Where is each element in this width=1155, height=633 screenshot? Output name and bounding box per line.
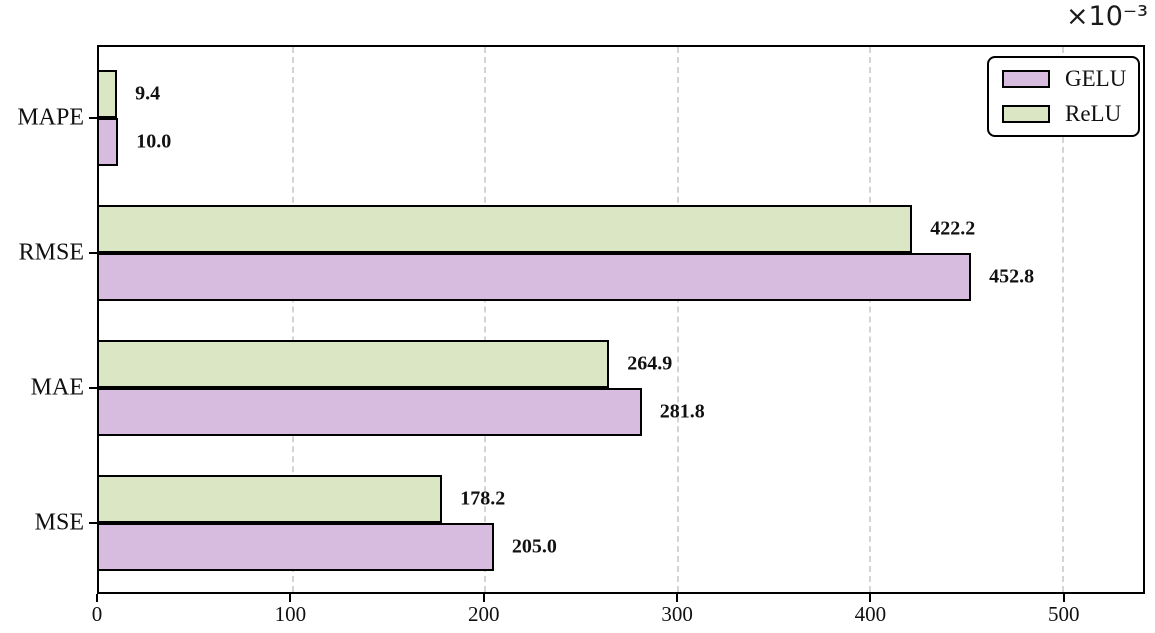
xtick-mark-100 (289, 594, 292, 602)
ytick-label-mse: MSE (34, 509, 84, 536)
bar-relu-rmse (99, 205, 913, 253)
gridline-x-400 (869, 47, 872, 592)
value-label-gelu-mape: 10.0 (136, 130, 172, 153)
value-label-relu-mape: 9.4 (135, 82, 161, 105)
legend-label-gelu: GELU (1065, 66, 1127, 91)
bar-relu-mape (99, 70, 118, 118)
bar-gelu-mape (99, 118, 119, 166)
gridline-x-500 (1062, 47, 1065, 592)
xtick-label-0: 0 (91, 602, 103, 626)
value-label-relu-rmse: 422.2 (930, 217, 976, 240)
gridline-x-200 (484, 47, 487, 592)
value-label-gelu-mse: 205.0 (511, 535, 557, 558)
xtick-label-400: 400 (854, 602, 887, 626)
ytick-label-rmse: RMSE (18, 239, 84, 266)
xtick-label-500: 500 (1048, 602, 1080, 626)
xtick-mark-0 (96, 594, 98, 602)
xtick-label-200: 200 (467, 602, 500, 626)
ytick-label-mape: MAPE (17, 104, 84, 131)
xtick-label-100: 100 (274, 602, 307, 626)
value-label-gelu-rmse: 452.8 (989, 265, 1035, 288)
ytick-mark-mape (89, 117, 98, 119)
plot-area: 9.4 10.0 422.2 452.8 264.9 281.8 178.2 205.0 GE… (97, 45, 1145, 594)
bar-relu-mae (99, 340, 610, 388)
bar-gelu-mae (99, 388, 642, 436)
ytick-mark-rmse (89, 252, 98, 254)
gridline-x-300 (676, 47, 679, 592)
xtick-mark-200 (482, 594, 485, 602)
value-label-relu-mae: 264.9 (627, 352, 673, 375)
bar-gelu-rmse (99, 253, 972, 301)
xtick-mark-500 (1062, 594, 1065, 602)
legend: GELU ReLU (987, 56, 1140, 137)
xtick-mark-300 (676, 594, 679, 602)
value-label-relu-mse: 178.2 (460, 487, 506, 510)
ytick-label-mae: MAE (30, 374, 84, 401)
legend-swatch-gelu (1002, 70, 1050, 88)
bar-relu-mse (99, 475, 443, 523)
xtick-mark-400 (869, 594, 872, 602)
axis-scale-offset-label: ×10⁻³ (1065, 1, 1148, 32)
legend-entry-relu: ReLU (1002, 101, 1138, 127)
value-label-gelu-mae: 281.8 (659, 400, 705, 423)
gridline-x-100 (291, 47, 294, 592)
legend-swatch-relu (1002, 105, 1050, 123)
legend-entry-gelu: GELU (1002, 66, 1138, 92)
legend-label-relu: ReLU (1065, 101, 1122, 126)
xtick-label-300: 300 (661, 602, 693, 626)
ytick-mark-mse (89, 522, 98, 524)
bar-gelu-mse (99, 523, 494, 571)
ytick-mark-mae (89, 387, 98, 389)
